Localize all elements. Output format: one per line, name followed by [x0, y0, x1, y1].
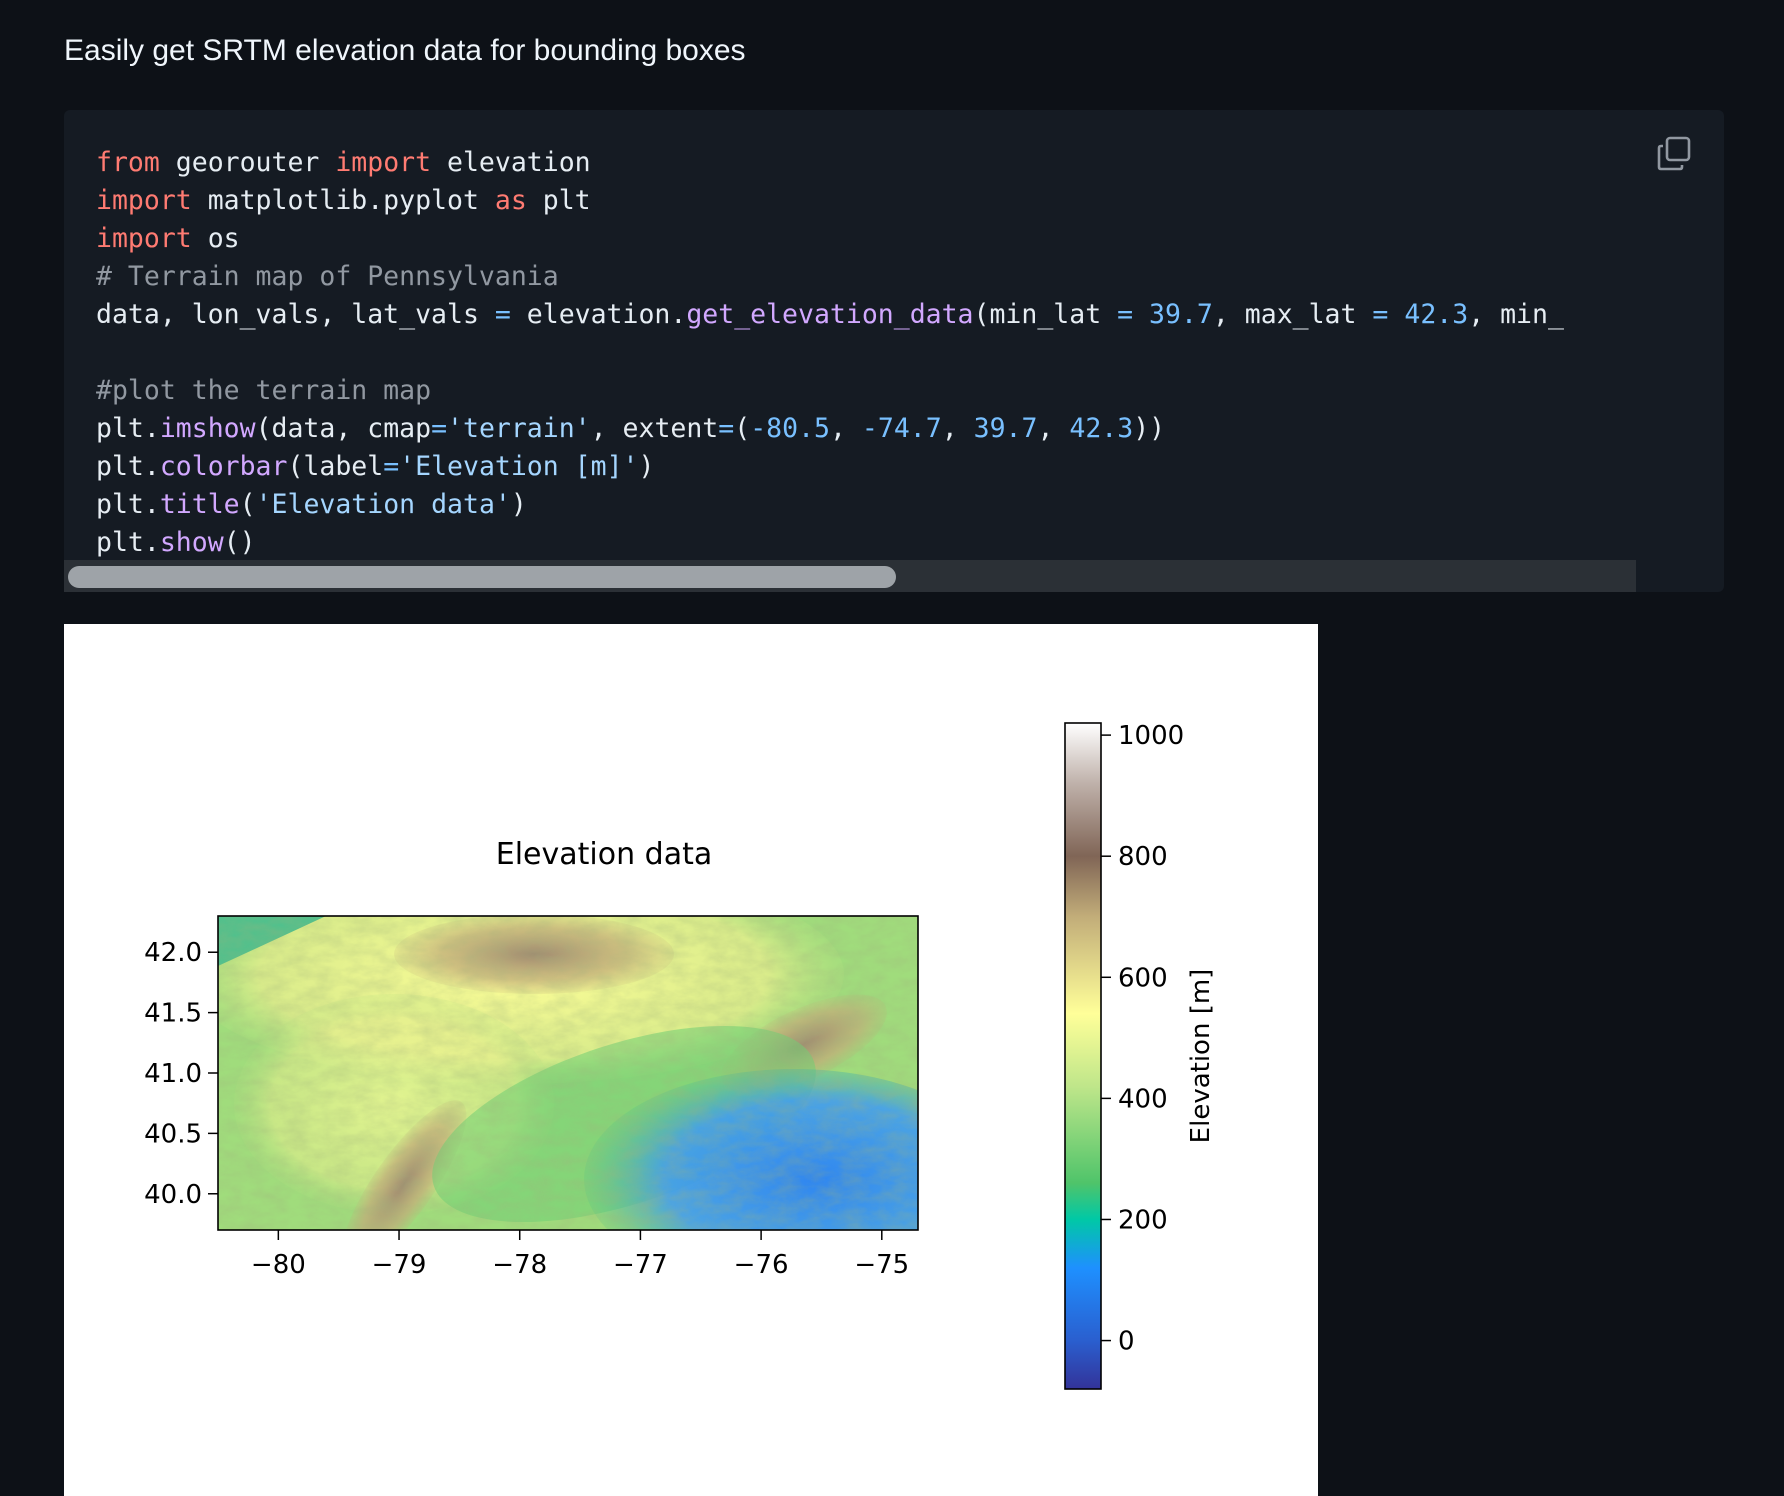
code-line-7: #plot the terrain map: [96, 375, 432, 406]
x-tick-label: −76: [734, 1250, 789, 1280]
y-tick-label: 41.5: [144, 999, 202, 1029]
x-axis: −80 −79 −78 −77 −76 −75: [251, 1230, 909, 1280]
x-tick-label: −80: [251, 1250, 306, 1280]
code-line-9: plt.colorbar(label='Elevation [m]'): [96, 451, 655, 482]
elevation-figure: Elevation data −80 −79 −78 −77 −76 −75 40.0 40…: [64, 624, 1318, 1496]
heatmap-image: [218, 916, 918, 1230]
copy-icon: [1657, 136, 1691, 171]
code-line-1: from georouter import elevation: [96, 147, 591, 178]
y-tick-label: 40.0: [144, 1180, 202, 1210]
terrain-texture: [218, 916, 918, 1230]
horizontal-scrollbar[interactable]: [64, 560, 1636, 592]
x-tick-label: −78: [492, 1250, 547, 1280]
code-line-5: data, lon_vals, lat_vals = elevation.get…: [96, 299, 1564, 330]
colorbar-tick-label: 600: [1118, 963, 1168, 993]
elevation-chart: Elevation data −80 −79 −78 −77 −76 −75 40.040…: [144, 721, 1216, 1390]
colorbar-axis: 0 200 400 600 800 1000: [1101, 721, 1184, 1357]
code-line-10: plt.title('Elevation data'): [96, 489, 527, 520]
colorbar-tick-label: 200: [1118, 1205, 1168, 1235]
code-scroll-area[interactable]: from georouter import elevation import ma…: [64, 110, 1636, 592]
colorbar-tick-label: 800: [1118, 842, 1168, 872]
colorbar-tick-label: 400: [1118, 1084, 1168, 1114]
colorbar-label: Elevation [m]: [1186, 969, 1216, 1144]
colorbar: [1064, 722, 1102, 1390]
code-block[interactable]: from georouter import elevation import ma…: [64, 110, 1724, 592]
scrollbar-thumb[interactable]: [68, 566, 896, 588]
y-tick-label: 40.5: [144, 1119, 202, 1149]
copy-button[interactable]: [1656, 134, 1696, 174]
code-content: from georouter import elevation import ma…: [96, 144, 1564, 562]
code-line-11: plt.show(): [96, 527, 256, 558]
y-tick-label: 41.0: [144, 1059, 202, 1089]
chart-title: Elevation data: [496, 837, 712, 872]
code-line-4: # Terrain map of Pennsylvania: [96, 261, 559, 292]
x-tick-label: −77: [613, 1250, 668, 1280]
colorbar-tick-label: 1000: [1118, 721, 1184, 751]
code-line-2: import matplotlib.pyplot as plt: [96, 185, 591, 216]
y-axis: 40.0 40.5 41.0 41.5 42.0: [144, 938, 218, 1210]
colorbar-tick-label: 0: [1118, 1327, 1135, 1357]
intro-text: Easily get SRTM elevation data for bound…: [64, 34, 746, 67]
y-tick-label: 42.0: [144, 938, 202, 968]
x-tick-label: −75: [854, 1250, 909, 1280]
code-line-8: plt.imshow(data, cmap='terrain', extent=…: [96, 413, 1166, 444]
x-tick-label: −79: [372, 1250, 427, 1280]
code-line-6: [96, 334, 1564, 372]
code-line-3: import os: [96, 223, 240, 254]
